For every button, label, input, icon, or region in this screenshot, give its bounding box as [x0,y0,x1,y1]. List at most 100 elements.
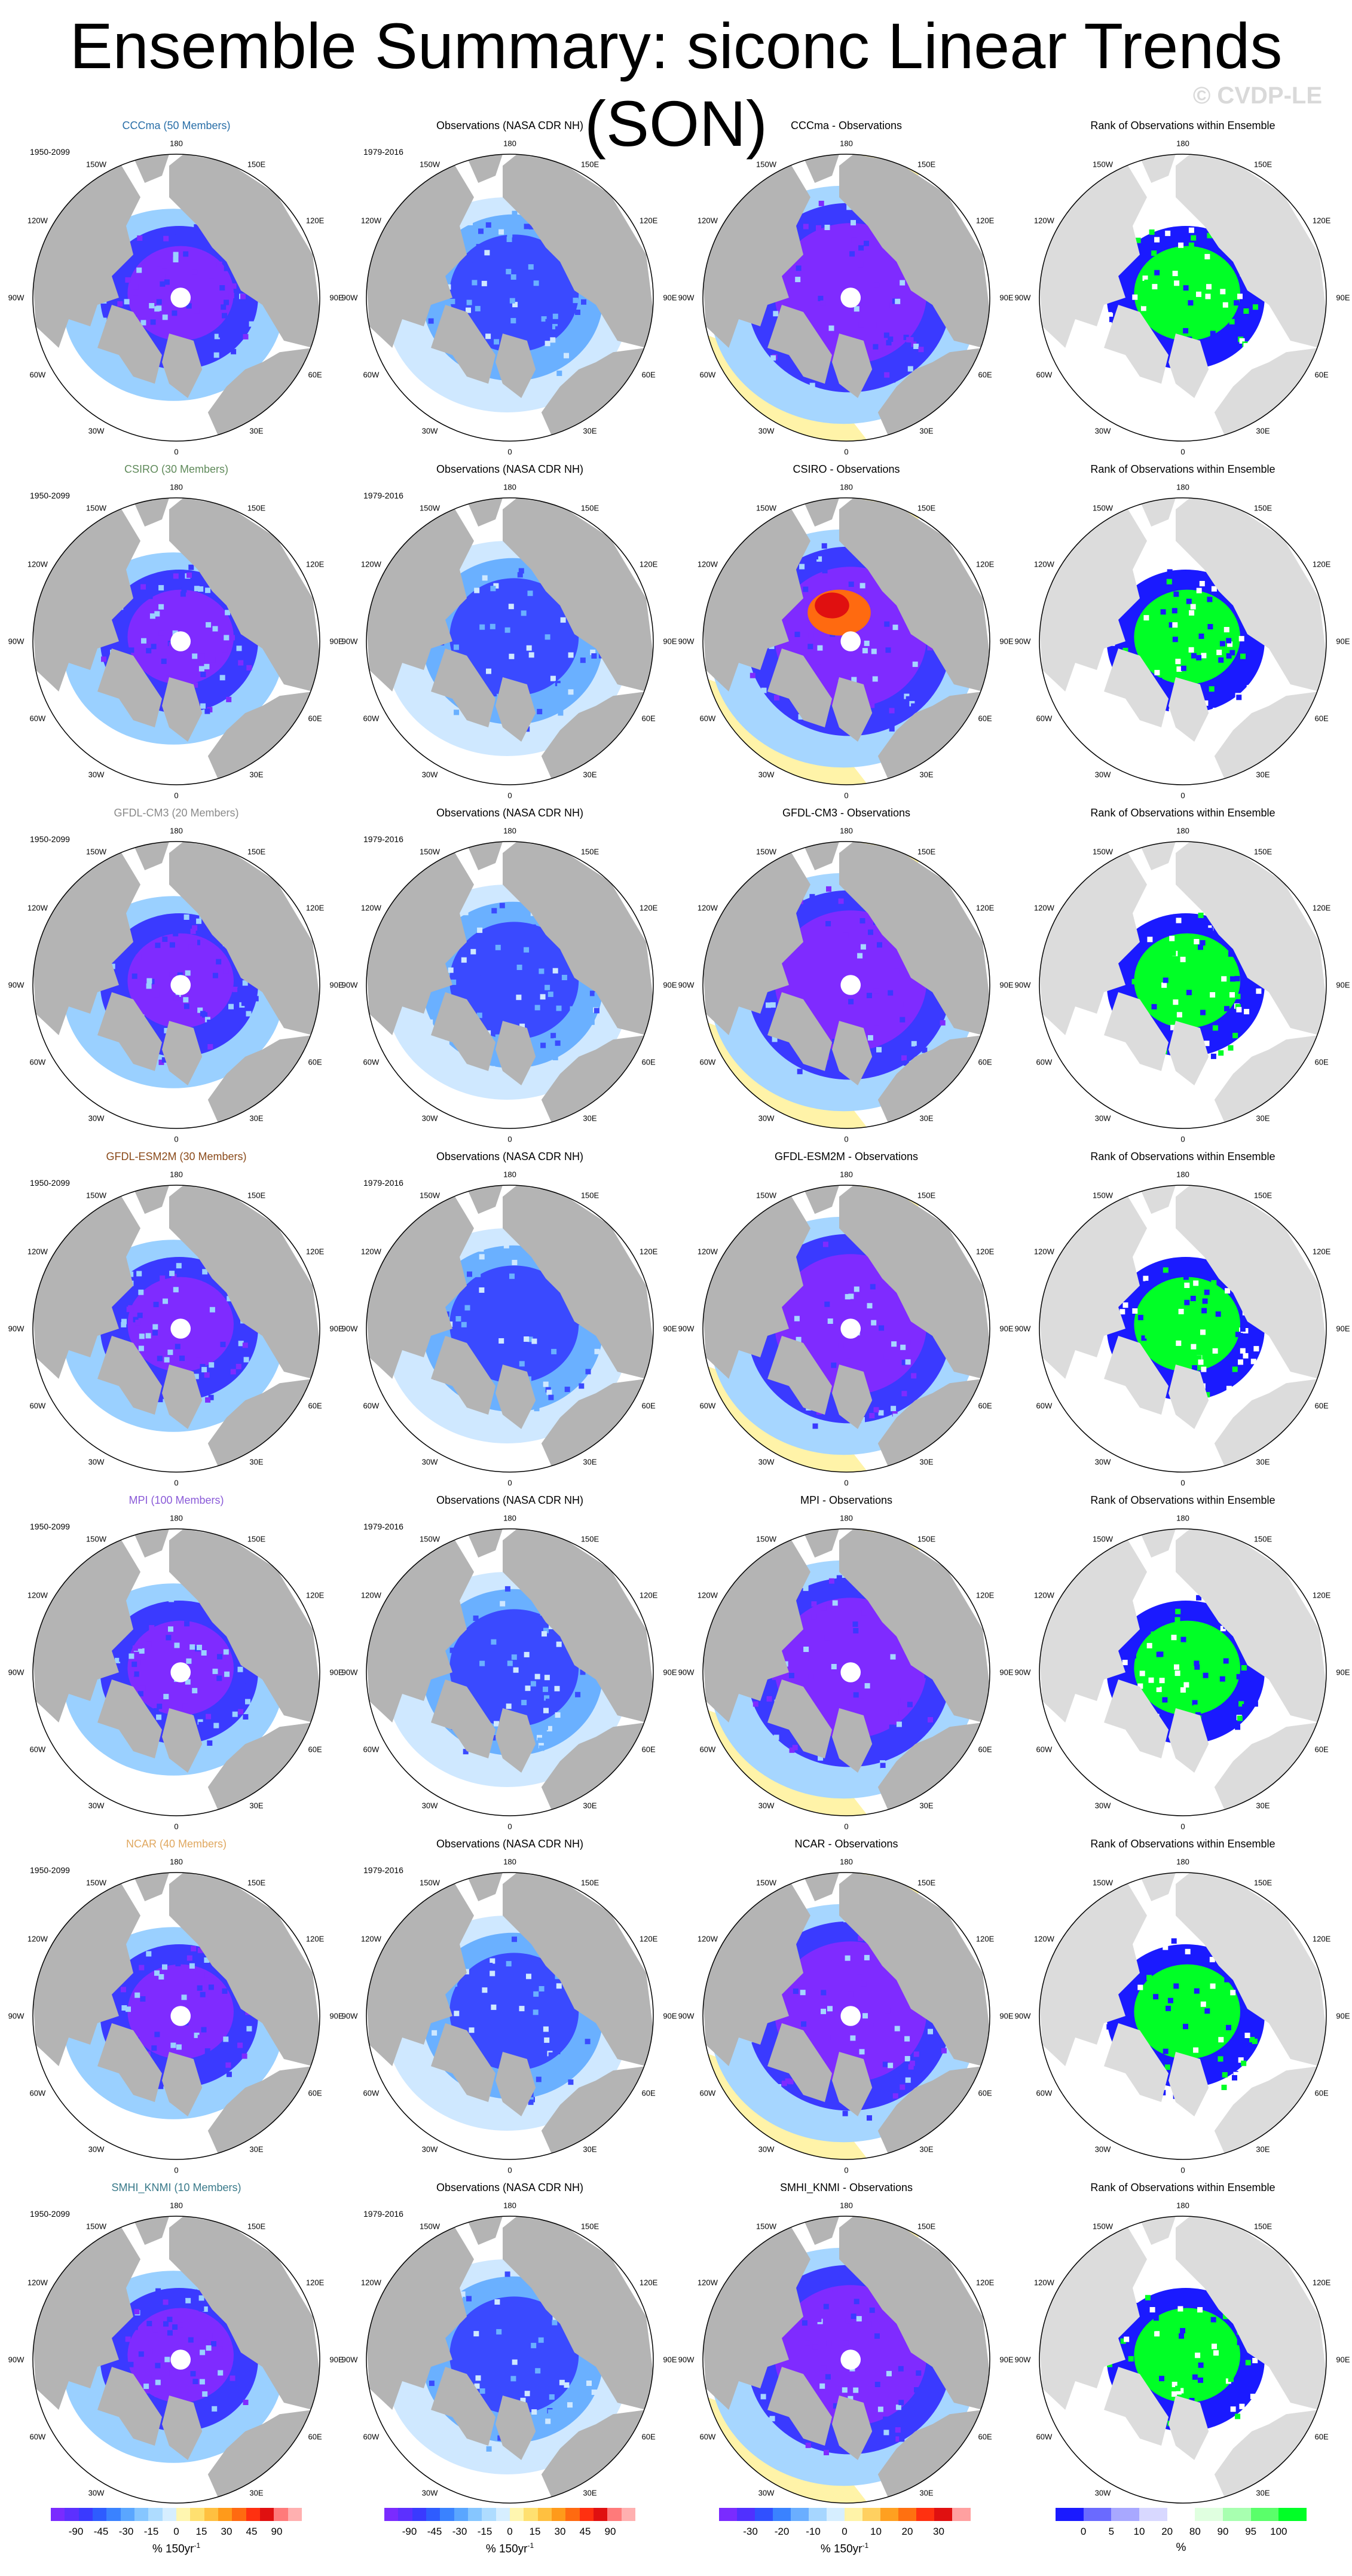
colorbar-swatch [65,2508,79,2521]
panel-1-3-lon-label: 120E [1312,559,1331,569]
panel-5-1-lon-label: 90W [341,2011,358,2021]
map-boundary [366,841,654,1129]
panel-6-1-lon-label: 120E [639,2278,658,2287]
colorbar-swatch [190,2508,205,2521]
panel-2-1-lon-label: 150E [580,847,599,856]
land-mass [97,305,162,384]
panel-1-3-lon-label: 150W [1093,503,1113,513]
land-mass [839,2216,990,2410]
panel-5-1-lon-label: 150E [580,1878,599,1887]
panel-1-2-lon-label: 120E [975,559,995,569]
land-mass [495,2396,536,2460]
panel-5-3-lon-label: 0 [1180,2165,1185,2175]
polar-map-diff [702,1528,990,1816]
colorbar-swatch [607,2508,622,2521]
panel-0-3-lon-label: 120W [1033,216,1054,225]
land-mass [169,842,320,1035]
panel-6-2-lon-label: 150E [917,2222,936,2231]
land-mass [431,305,495,384]
colorbar-tick-label: -15 [477,2526,493,2537]
strong-positive-difference-area [815,592,849,619]
panel-0-3-lon-label: 60W [1036,370,1053,380]
panel-6-3-lon-label: 30E [1256,2488,1270,2498]
panel-3-1-lon-label: 30W [421,1457,438,1467]
panel-6-1-lon-label: 90E [663,2355,677,2364]
land-mass [207,348,313,439]
land-mass [133,1185,169,1214]
panel-2-2-lon-label: 60W [699,1057,716,1067]
panel-6-0-lon-label: 150W [86,2222,106,2231]
panel-2-0-lon-label: 150W [86,847,106,856]
land-mass [839,1185,990,1379]
land-mass [877,2066,983,2157]
polar-map-obs [366,2216,654,2504]
panel-0-2-lon-label: 60E [978,370,992,380]
colorbar-swatch [898,2508,917,2521]
panel-1-1-lon-label: 0 [507,791,512,800]
panel-3-1-lon-label: 0 [507,1478,512,1488]
panel-1-3-lon-label: 180 [1176,482,1189,492]
land-mass [97,992,162,1071]
panel-4-0-lon-label: 60E [308,1745,322,1754]
panel-3-2-lon-label: 150W [756,1191,776,1200]
panel-title-rank: Rank of Observations within Ensemble [1090,1838,1275,1850]
panel-0-3-lon-label: 90E [1336,293,1350,302]
panel-2-2-lon-label: 30E [919,1113,934,1123]
panel-2-2-lon-label: 180 [840,826,853,836]
panel-2-2-lon-label: 150E [917,847,936,856]
period-label: 1979-2016 [363,147,403,157]
colorbar-tick-label: -30 [743,2526,758,2537]
colorbar-tick-label: 80 [1189,2526,1201,2537]
land-mass [832,677,873,742]
colorbar-tick-label: 20 [901,2526,913,2537]
panel-5-1-lon-label: 90E [663,2011,677,2021]
colorbar-swatch [1111,2508,1140,2521]
panel-3-1-lon-label: 90W [341,1324,358,1333]
land-mass [162,1021,203,1085]
land-mass [495,1708,536,1773]
panel-6-3-lon-label: 180 [1176,2201,1189,2210]
panel-title-diff: CSIRO - Observations [793,463,900,475]
panel-6-0-lon-label: 90W [8,2355,25,2364]
panel-0-2-lon-label: 90E [999,293,1014,302]
land-mass [503,1529,653,1723]
panel-0-1-lon-label: 60E [641,370,656,380]
land-mass [839,842,990,1035]
panel-4-2-lon-label: 30E [919,1801,934,1810]
panel-0-1-lon-label: 150W [420,160,440,169]
land-mass [162,334,203,398]
panel-2-3-lon-label: 150E [1253,847,1273,856]
map-boundary [1039,1185,1327,1473]
colorbar-swatch [1250,2508,1279,2521]
land-mass [1104,2023,1169,2102]
panel-2-1-lon-label: 90W [341,980,358,990]
land-mass [467,498,503,527]
panel-3-1-lon-label: 60E [641,1401,656,1411]
colorbar-tick-label: 90 [1217,2526,1229,2537]
panel-5-2-lon-label: 60W [699,2088,716,2098]
panel-5-2-lon-label: 60E [978,2088,992,2098]
panel-0-0-lon-label: 120E [305,216,325,225]
panel-6-3-lon-label: 60W [1036,2432,1053,2442]
panel-3-2-lon-label: 60W [699,1401,716,1411]
panel-title-diff: CCCma - Observations [790,120,903,131]
land-mass [1104,992,1169,1071]
panel-3-1-lon-label: 180 [503,1170,516,1179]
land-mass [832,2052,873,2116]
panel-6-3-lon-label: 150E [1253,2222,1273,2231]
panel-2-2-lon-label: 120E [975,903,995,913]
panel-1-3-lon-label: 90E [1336,637,1350,646]
panel-1-1-lon-label: 60E [641,714,656,723]
colorbar-tick-label: 100 [1270,2526,1287,2537]
polar-map-model [32,1185,320,1473]
colorbar-unit: % 150yr-1 [485,2541,534,2556]
panel-3-1-lon-label: 30E [583,1457,597,1467]
map-boundary [32,1872,320,2160]
panel-0-3-lon-label: 180 [1176,139,1189,148]
panel-4-2-lon-label: 60E [978,1745,992,1754]
land-mass [877,1379,983,1470]
panel-6-0-lon-label: 30W [88,2488,105,2498]
colorbar-swatch [384,2508,399,2521]
panel-5-3-lon-label: 60E [1314,2088,1329,2098]
land-mass [97,1679,162,1758]
